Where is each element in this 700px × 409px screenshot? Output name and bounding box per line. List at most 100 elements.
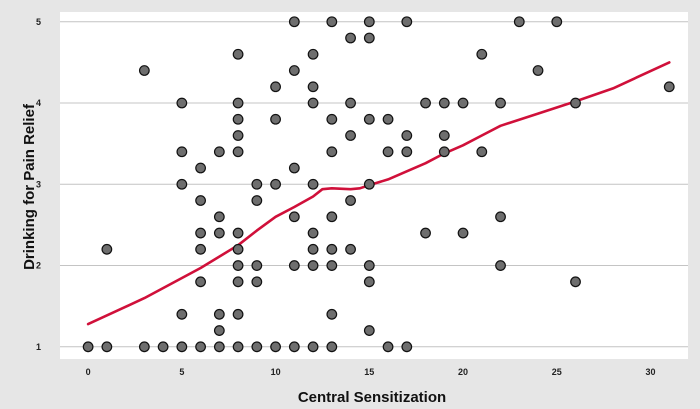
data-point [195,162,206,174]
data-point [251,276,263,288]
data-point [251,341,263,353]
data-point [513,16,525,28]
data-point [195,243,206,255]
data-point [401,16,413,28]
data-point [232,48,244,60]
data-point [288,260,300,271]
data-point [345,243,356,255]
data-point [457,227,469,239]
data-point [288,162,300,174]
x-tick-label: 10 [271,367,281,377]
data-point [195,341,206,353]
data-point [288,341,300,353]
data-point [270,113,281,125]
data-point [307,81,319,93]
data-point [157,341,169,353]
data-point [195,227,206,239]
data-point [345,97,356,109]
data-point [307,97,319,109]
data-point [176,308,188,320]
data-point [420,227,431,239]
data-point [326,243,338,255]
data-point [476,48,488,60]
data-point [438,97,450,109]
data-point [532,65,544,76]
data-point [326,146,338,158]
x-tick-label: 0 [86,367,91,377]
data-point [495,97,506,109]
data-point [345,32,356,44]
data-point [101,243,113,255]
data-point [326,211,338,223]
data-point [663,81,675,93]
x-tick-label: 25 [552,367,562,377]
data-point [138,341,150,353]
data-point [570,276,581,288]
data-point [232,260,244,271]
data-point [213,211,225,223]
data-point [176,178,188,190]
data-point [438,146,450,158]
data-point [570,97,581,109]
data-point [345,130,356,141]
data-point [213,325,225,336]
data-point [213,146,225,158]
data-point [363,113,375,125]
data-point [232,146,244,158]
data-point [363,16,375,28]
data-point [232,130,244,141]
tick-labels: 1 2 3 4 5 0 5 10 15 20 25 30 [36,17,656,377]
data-point [101,341,113,353]
y-tick-label: 1 [36,342,41,352]
data-point [176,146,188,158]
data-point [382,113,394,125]
data-point [326,260,338,271]
data-point [551,16,563,28]
data-point [326,113,338,125]
data-point [232,276,244,288]
y-tick-label: 3 [36,179,41,189]
data-point [270,81,281,93]
x-tick-label: 5 [179,367,184,377]
data-point [307,227,319,239]
data-point [288,65,300,76]
data-point [495,260,506,271]
data-point [251,260,263,271]
data-point [213,341,225,353]
data-point [213,308,225,320]
x-axis-title: Central Sensitization [298,389,446,406]
data-point [401,146,413,158]
data-point [495,211,506,223]
x-tick-label: 30 [645,367,655,377]
data-point [401,341,413,353]
data-point [307,341,319,353]
data-point [476,146,488,158]
data-point [326,308,338,320]
data-point [363,32,375,44]
data-point [326,16,338,28]
data-point [363,260,375,271]
data-point [232,227,244,239]
x-tick-label: 15 [364,367,374,377]
data-point [270,178,281,190]
data-point [138,65,150,76]
data-point [382,146,394,158]
data-point [438,130,450,141]
data-point [420,97,431,109]
data-point [307,178,319,190]
y-tick-label: 5 [36,17,41,27]
data-points [82,16,675,353]
data-point [401,130,413,141]
data-point [457,97,469,109]
data-point [195,276,206,288]
data-point [288,16,300,28]
data-point [176,97,188,109]
data-point [288,211,300,223]
data-point [270,341,281,353]
data-point [232,243,244,255]
data-point [232,97,244,109]
data-point [326,341,338,353]
data-point [345,195,356,206]
data-point [363,178,375,190]
